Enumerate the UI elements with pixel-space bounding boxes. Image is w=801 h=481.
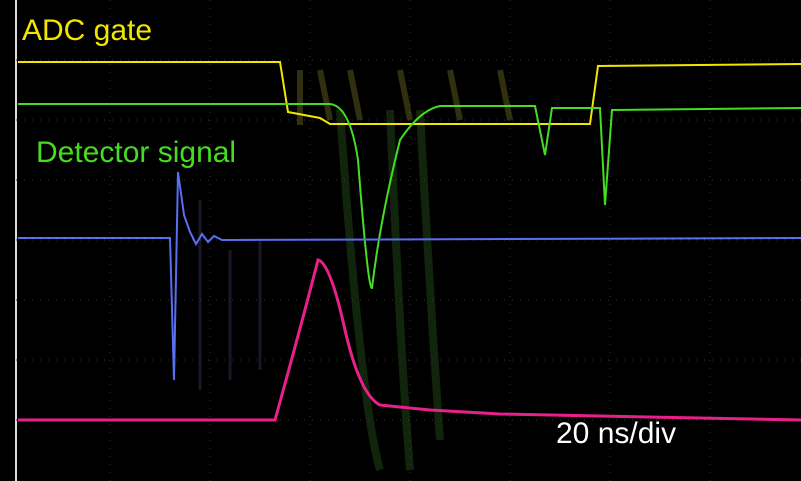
scope-screen: ADC gate Detector signal 20 ns/div bbox=[0, 0, 801, 481]
gate-label: ADC gate bbox=[22, 14, 152, 47]
page: ADC gate Detector signal 20 ns/div (() =… bbox=[0, 0, 801, 481]
detector-label: Detector signal bbox=[36, 136, 236, 169]
timebase-label: 20 ns/div bbox=[556, 417, 676, 450]
